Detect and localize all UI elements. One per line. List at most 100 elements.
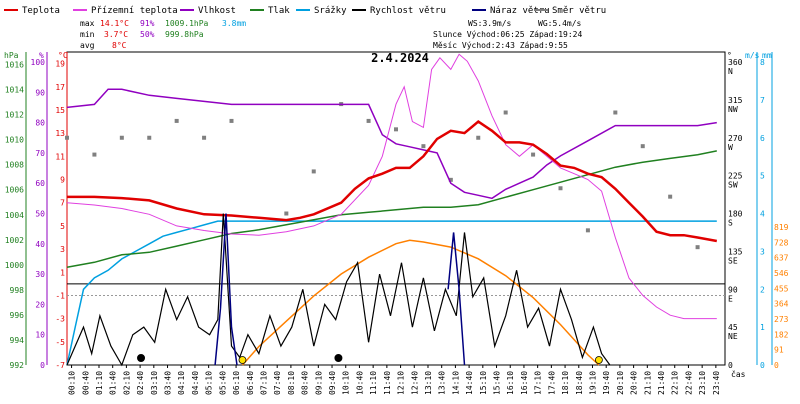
series-ground-temp: [66, 53, 717, 320]
tick-time: 09:10: [314, 371, 323, 395]
tick-hpa: 1000: [5, 261, 24, 270]
tick-hpa: 1016: [5, 61, 24, 70]
tick-hpa: 996: [10, 311, 25, 320]
tick-percent: 80: [35, 119, 45, 128]
tick-time: 14:10: [451, 371, 460, 395]
tick-ms: 7: [760, 96, 765, 105]
tick-direction: 225: [728, 172, 743, 181]
tick-time: 15:10: [479, 371, 488, 395]
tick-time: 16:10: [506, 371, 515, 395]
series-wind-gust: [214, 213, 238, 366]
axis-label-hpa: hPa: [4, 51, 19, 60]
axis-label-percent: %: [39, 51, 44, 60]
tick-time: 20:10: [616, 371, 625, 395]
plot-frame: [66, 51, 726, 366]
wind-direction-point: [476, 135, 481, 140]
tick-solar: 455: [774, 284, 789, 293]
tick-hpa: 994: [10, 336, 25, 345]
tick-percent: 20: [35, 300, 45, 309]
legend-label: Rychlost větru: [370, 6, 446, 16]
stats-min-hum: 50%: [140, 30, 155, 39]
tick-direction: 315: [728, 96, 743, 105]
tick-time: 03:40: [164, 371, 173, 395]
wind-direction-point: [531, 152, 536, 157]
wind-gust-avg: WG:5.4m/s: [538, 19, 582, 28]
tick-hpa: 992: [10, 361, 25, 370]
tick-time: 09:40: [328, 371, 337, 395]
tick-celsius: 19: [55, 60, 65, 69]
tick-celsius: 13: [55, 129, 65, 138]
tick-time: 00:10: [68, 371, 77, 395]
tick-direction-name: E: [728, 294, 733, 303]
tick-hpa: 1004: [5, 211, 24, 220]
tick-time: 15:40: [493, 371, 502, 395]
wind-direction-point: [613, 110, 618, 115]
tick-solar: 819: [774, 223, 789, 232]
tick-direction: 90: [728, 285, 738, 294]
tick-time: 04:40: [191, 371, 200, 395]
tick-time: 11:40: [383, 371, 392, 395]
tick-time: 12:10: [397, 371, 406, 395]
legend-label: Tlak: [268, 6, 290, 16]
tick-percent: 60: [35, 179, 45, 188]
tick-time: 07:40: [273, 371, 282, 395]
tick-direction-name: SW: [728, 181, 738, 190]
tick-time: 10:40: [355, 371, 364, 395]
series-humidity: [66, 88, 717, 200]
stats-min-press: 999.8hPa: [165, 30, 204, 39]
tick-direction: 135: [728, 247, 743, 256]
wind-direction-point: [421, 144, 426, 149]
wind-direction-point: [174, 118, 179, 123]
tick-time: 12:40: [410, 371, 419, 395]
legend: Teplota Přízemní teplota Vlhkost Tlak Srážky…: [4, 6, 606, 16]
stats-max-press: 1009.1hPa: [165, 19, 209, 28]
legend-label: Vlhkost: [198, 6, 236, 16]
wind-direction-point: [147, 135, 152, 140]
tick-time: 11:10: [369, 371, 378, 395]
tick-direction: 0: [728, 361, 733, 370]
sunrise-icon: [238, 356, 247, 364]
legend-label: Přízemní teplota: [91, 6, 178, 16]
tick-solar: 364: [774, 300, 789, 309]
axis-label-celsius: °C: [58, 51, 68, 60]
wind-direction-point: [585, 228, 590, 233]
tick-percent: 100: [31, 58, 46, 67]
legend-label: Srážky: [314, 6, 347, 16]
wind-direction-point: [202, 135, 207, 140]
tick-hpa: 1002: [5, 236, 24, 245]
tick-celsius: 3: [60, 245, 65, 254]
stats-max-hum: 91%: [140, 19, 155, 28]
tick-hpa: 1006: [5, 186, 24, 195]
tick-percent: 90: [35, 88, 45, 97]
tick-time: 07:10: [259, 371, 268, 395]
tick-celsius: 9: [60, 176, 65, 185]
wind-sun-info: WS:3.9m/s WG:5.4m/s Slunce Východ:06:25 …: [433, 19, 582, 50]
tick-time: 08:40: [301, 371, 310, 395]
tick-time: 19:40: [602, 371, 611, 395]
tick-time: 05:10: [205, 371, 214, 395]
tick-direction-name: NE: [728, 332, 738, 341]
tick-celsius: 1: [60, 268, 65, 277]
wind-direction-point: [119, 135, 124, 140]
axis-label-ms: m/s: [745, 51, 760, 60]
tick-direction-name: SE: [728, 256, 738, 265]
tick-ms: 2: [760, 285, 765, 294]
tick-percent: 30: [35, 270, 45, 279]
tick-celsius: -5: [55, 338, 65, 347]
wind-direction-point: [92, 152, 97, 157]
axes: hPa1016101410121010100810061004100210009…: [4, 51, 789, 395]
axis-label-mm: mm: [762, 51, 772, 60]
tick-time: 22:10: [671, 371, 680, 395]
moon-times: Měsíc Východ:2:43 Západ:9:55: [433, 41, 568, 50]
series-pressure: [66, 150, 717, 269]
stats-avg-temp: 8°C: [112, 41, 127, 50]
wind-direction-point: [366, 118, 371, 123]
series-precipitation: [66, 220, 717, 366]
tick-time: 13:10: [424, 371, 433, 395]
stats-min-label: min: [80, 30, 95, 39]
tick-time: 10:10: [342, 371, 351, 395]
tick-time: 02:10: [122, 371, 131, 395]
tick-celsius: 15: [55, 106, 65, 115]
tick-time: 00:40: [81, 371, 90, 395]
